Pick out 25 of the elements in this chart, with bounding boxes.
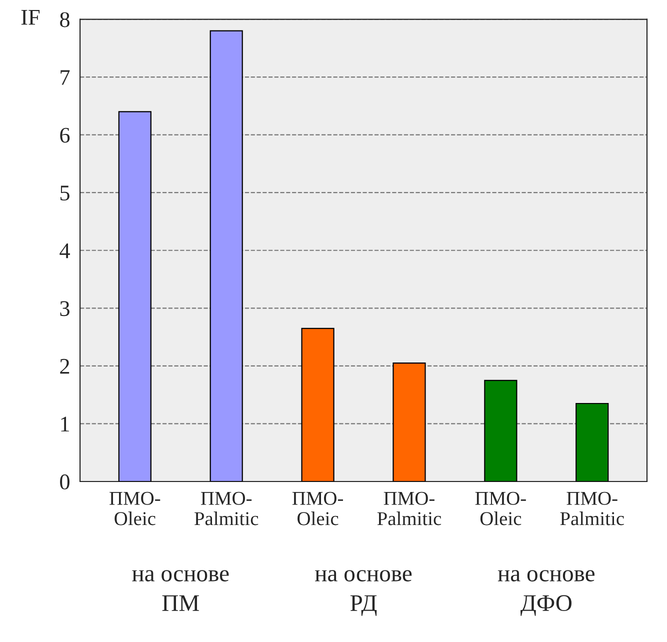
y-tick-label: 7 [60,70,70,85]
y-tick-label: 4 [60,243,70,258]
x-tick-label: ПМО- Palmitic [377,492,442,526]
y-tick-label: 0 [60,474,70,490]
bar [210,30,243,482]
x-tick-label: ПМО- Palmitic [560,492,624,526]
text: на основе ПМ [132,570,229,611]
y-tick-label: 2 [60,358,70,374]
bar [118,111,152,482]
x-tick-label: ПМО- Oleic [110,492,160,526]
text: на основе ДФО [498,570,594,616]
x-tick-label: ПМО- Oleic [475,492,526,526]
y-tick-label: 5 [60,186,70,201]
bar [484,380,518,482]
bar [301,328,334,482]
y-tick-label: 6 [60,128,70,143]
y-tick-label: 1 [61,416,69,432]
y-axis-title: IF [21,10,40,25]
y-tick-label: 8 [60,12,70,28]
bar [576,402,609,482]
x-tick-label: ПМО- Oleic [292,492,344,526]
bar [392,362,426,482]
y-tick-label: 3 [60,301,70,316]
text: на основе РД [315,570,412,616]
x-tick-label: ПМО- Palmitic [194,492,258,526]
